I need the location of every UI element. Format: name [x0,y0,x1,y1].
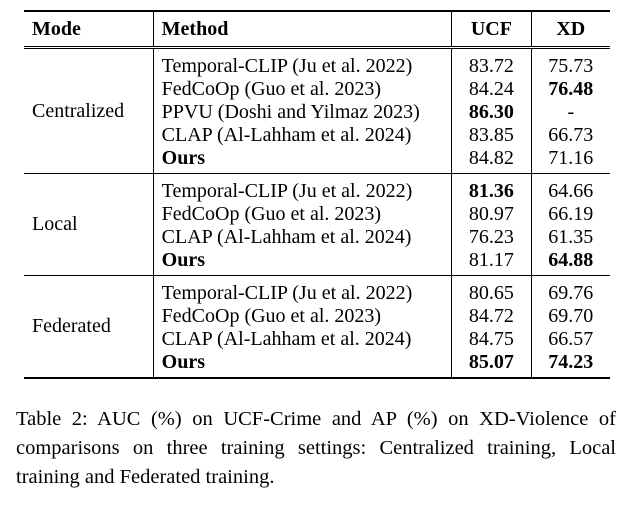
xd-value-cell: 61.35 [530,226,610,249]
results-table-container: Mode Method UCF XD Centralized Temporal-C… [24,10,610,379]
ucf-value-cell: 80.65 [451,275,532,305]
table-row: Local Temporal-CLIP (Ju et al. 2022) 81.36… [24,173,610,276]
ucf-value-cell: 84.82 [451,147,532,174]
xd-value-cell: 66.73 [530,124,610,147]
xd-value-cell: 66.19 [530,203,610,226]
method-cell: FedCoOp (Guo et al. 2023) [152,203,452,226]
mode-label: Centralized [24,46,154,174]
mode-label: Local [24,173,154,276]
ucf-value-cell: 83.85 [451,124,532,147]
ucf-value-cell: 84.75 [451,328,532,351]
method-cell: PPVU (Doshi and Yilmaz 2023) [152,101,452,124]
table-row: CLAP (Al-Lahham et al. 2024) 84.75 66.57 [24,328,610,351]
header-method: Method [152,10,452,48]
table-row: CLAP (Al-Lahham et al. 2024) 76.23 61.35 [24,226,610,249]
table-row: Ours 85.07 74.23 [24,351,610,379]
xd-value-cell: 75.73 [530,46,610,78]
ucf-value-cell: 76.23 [451,226,532,249]
table-row: FedCoOp (Guo et al. 2023) 84.72 69.70 [24,305,610,328]
xd-value-cell: 74.23 [530,351,610,379]
ucf-value-cell: 80.97 [451,203,532,226]
table-row: FedCoOp (Guo et al. 2023) 84.24 76.48 [24,78,610,101]
table-row: CLAP (Al-Lahham et al. 2024) 83.85 66.73 [24,124,610,147]
xd-value-cell: 69.76 [530,275,610,305]
method-cell: FedCoOp (Guo et al. 2023) [152,305,452,328]
xd-value-cell: 69.70 [530,305,610,328]
xd-value-cell: 64.88 [530,249,610,276]
header-ucf: UCF [451,10,532,48]
method-cell: Ours [152,351,452,379]
ucf-value-cell: 84.72 [451,305,532,328]
method-cell: FedCoOp (Guo et al. 2023) [152,78,452,101]
header-mode: Mode [24,10,154,48]
xd-value-cell: 66.57 [530,328,610,351]
table-row: Federated Temporal-CLIP (Ju et al. 2022) 8… [24,275,610,379]
method-cell: CLAP (Al-Lahham et al. 2024) [152,328,452,351]
ucf-value-cell: 86.30 [451,101,532,124]
method-cell: Temporal-CLIP (Ju et al. 2022) [152,275,452,305]
mode-label: Federated [24,275,154,379]
xd-value-cell: - [530,101,610,124]
ucf-value-cell: 83.72 [451,46,532,78]
results-table: Mode Method UCF XD Centralized Temporal-C… [24,10,610,379]
table-caption: Table 2: AUC (%) on UCF-Crime and AP (%)… [16,408,616,488]
ucf-value-cell: 85.07 [451,351,532,379]
xd-value-cell: 76.48 [530,78,610,101]
ucf-value-cell: 81.36 [451,173,532,203]
table-row: Centralized Temporal-CLIP (Ju et al. 2022… [24,46,610,174]
method-cell: Temporal-CLIP (Ju et al. 2022) [152,46,452,78]
table-body: Centralized Temporal-CLIP (Ju et al. 2022… [24,46,610,379]
ucf-value-cell: 84.24 [451,78,532,101]
method-cell: Temporal-CLIP (Ju et al. 2022) [152,173,452,203]
method-cell: CLAP (Al-Lahham et al. 2024) [152,124,452,147]
ucf-value-cell: 81.17 [451,249,532,276]
xd-value-cell: 71.16 [530,147,610,174]
table-header-row: Mode Method UCF XD [24,10,610,48]
table-row: Ours 84.82 71.16 [24,147,610,174]
header-xd: XD [530,10,610,48]
table-row: PPVU (Doshi and Yilmaz 2023) 86.30- [24,101,610,124]
xd-value-cell: 64.66 [530,173,610,203]
method-cell: CLAP (Al-Lahham et al. 2024) [152,226,452,249]
table-row: Ours 81.17 64.88 [24,249,610,276]
method-cell: Ours [152,147,452,174]
table-row: FedCoOp (Guo et al. 2023) 80.97 66.19 [24,203,610,226]
method-cell: Ours [152,249,452,276]
